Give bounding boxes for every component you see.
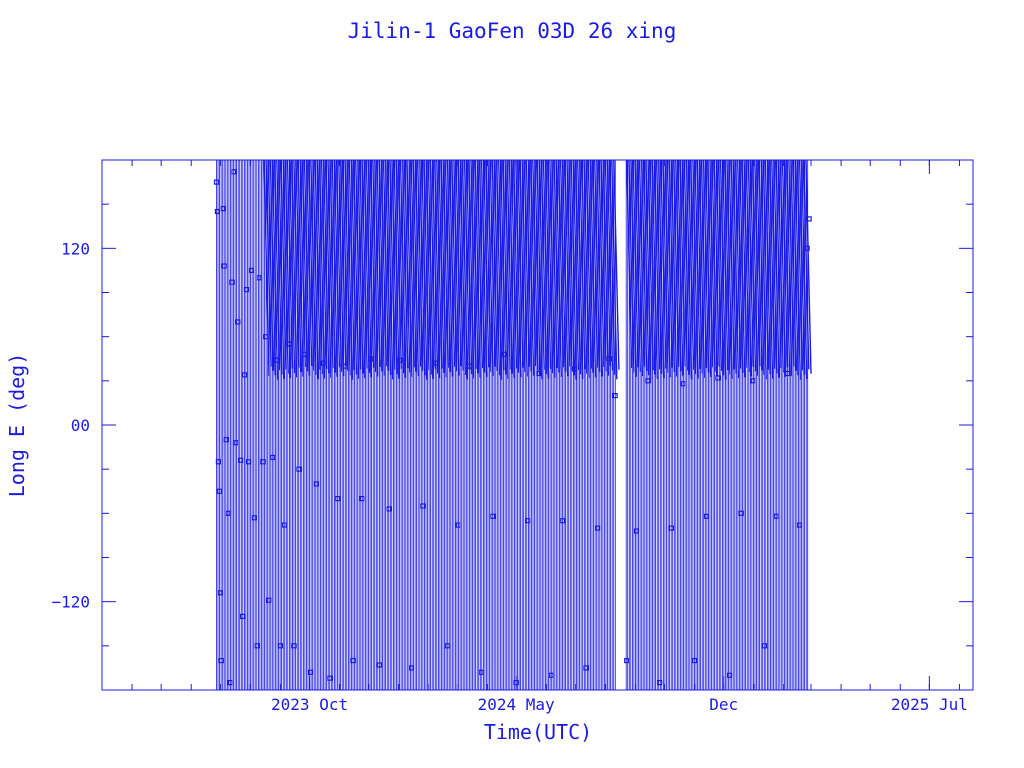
- y-tick-label: 00: [71, 416, 90, 435]
- data-point: [227, 679, 233, 686]
- data-point: [291, 643, 297, 649]
- data-point: [256, 275, 262, 281]
- data-point: [254, 643, 260, 649]
- data-point: [245, 459, 252, 465]
- data-point: [761, 643, 768, 649]
- data-point: [691, 657, 698, 664]
- data-point: [633, 528, 640, 534]
- x-tick-label: 2023 Oct: [271, 695, 348, 714]
- data-point: [235, 319, 241, 325]
- data-point: [420, 503, 426, 509]
- data-point: [221, 263, 227, 269]
- data-point: [467, 363, 473, 369]
- data-point: [286, 341, 292, 347]
- data-point: [225, 510, 231, 516]
- data-point: [796, 522, 803, 528]
- data-point: [386, 506, 392, 512]
- data-point: [726, 672, 733, 678]
- data-point: [594, 525, 601, 531]
- data-point: [560, 518, 566, 524]
- data-point: [773, 513, 779, 519]
- data-point: [296, 466, 302, 472]
- chart-title: Jilin-1 GaoFen 03D 26 xing: [348, 19, 677, 43]
- data-point: [233, 440, 239, 446]
- data-point: [645, 378, 651, 384]
- data-point: [307, 669, 314, 675]
- data-point: [433, 360, 439, 366]
- data-point: [806, 216, 812, 222]
- data-point: [525, 518, 531, 524]
- data-point: [274, 357, 280, 363]
- x-axis-label: Time(UTC): [484, 720, 592, 744]
- longitude-trace: [216, 160, 809, 690]
- data-point: [223, 437, 229, 443]
- data-point: [215, 459, 221, 465]
- trace-group: [213, 160, 812, 690]
- data-point: [350, 657, 356, 664]
- data-point: [270, 454, 276, 460]
- data-point: [359, 496, 365, 502]
- data-point: [715, 375, 721, 381]
- y-tick-label: −120: [51, 593, 90, 612]
- data-point: [738, 510, 744, 516]
- data-point: [785, 370, 791, 377]
- data-point: [804, 245, 810, 251]
- data-point: [606, 356, 612, 362]
- x-tick-label: Dec: [709, 695, 738, 714]
- data-point: [703, 513, 709, 519]
- data-point: [220, 206, 226, 212]
- longitude-band: [263, 160, 812, 380]
- data-point: [217, 590, 223, 596]
- data-point: [408, 665, 414, 671]
- data-point: [320, 360, 326, 366]
- data-point: [263, 334, 269, 340]
- data-point: [242, 372, 248, 378]
- data-point: [548, 672, 554, 678]
- data-point: [281, 522, 287, 528]
- plot-area: [213, 160, 812, 690]
- y-axis-label: Long E (deg): [5, 353, 29, 498]
- data-point: [624, 657, 630, 664]
- data-point: [335, 496, 341, 502]
- axes: 120 00 −120 2023 Oct 2024 May Dec 2025 Jul: [51, 159, 974, 714]
- data-point: [668, 525, 675, 531]
- data-point: [342, 363, 349, 369]
- data-point: [490, 513, 496, 519]
- data-point: [313, 481, 319, 487]
- data-point: [302, 351, 308, 357]
- data-point: [238, 457, 244, 463]
- data-point: [444, 643, 450, 649]
- data-point: [216, 488, 222, 494]
- data-point: [243, 287, 250, 293]
- data-point: [536, 370, 543, 377]
- data-point: [612, 393, 618, 399]
- data-point: [397, 357, 403, 363]
- data-point: [248, 267, 254, 273]
- data-point: [251, 515, 257, 521]
- data-point: [214, 208, 220, 215]
- data-point: [376, 662, 382, 668]
- data-point: [680, 381, 686, 387]
- data-point: [240, 613, 246, 620]
- data-point: [583, 665, 589, 671]
- data-point: [501, 351, 508, 357]
- data-point: [229, 279, 235, 285]
- data-point: [750, 378, 756, 384]
- y-tick-label: 120: [61, 239, 90, 258]
- data-point: [231, 169, 237, 175]
- data-point: [266, 597, 272, 603]
- data-point: [260, 459, 266, 465]
- data-point: [218, 657, 224, 664]
- data-point: [478, 669, 484, 675]
- data-point: [657, 679, 663, 686]
- data-point: [455, 522, 461, 528]
- data-point: [368, 356, 374, 362]
- data-point: [213, 179, 220, 185]
- data-point: [327, 675, 333, 681]
- data-point: [277, 643, 284, 649]
- x-tick-label: 2025 Jul: [891, 695, 968, 714]
- data-point: [571, 366, 578, 372]
- x-tick-label: 2024 May: [478, 695, 555, 714]
